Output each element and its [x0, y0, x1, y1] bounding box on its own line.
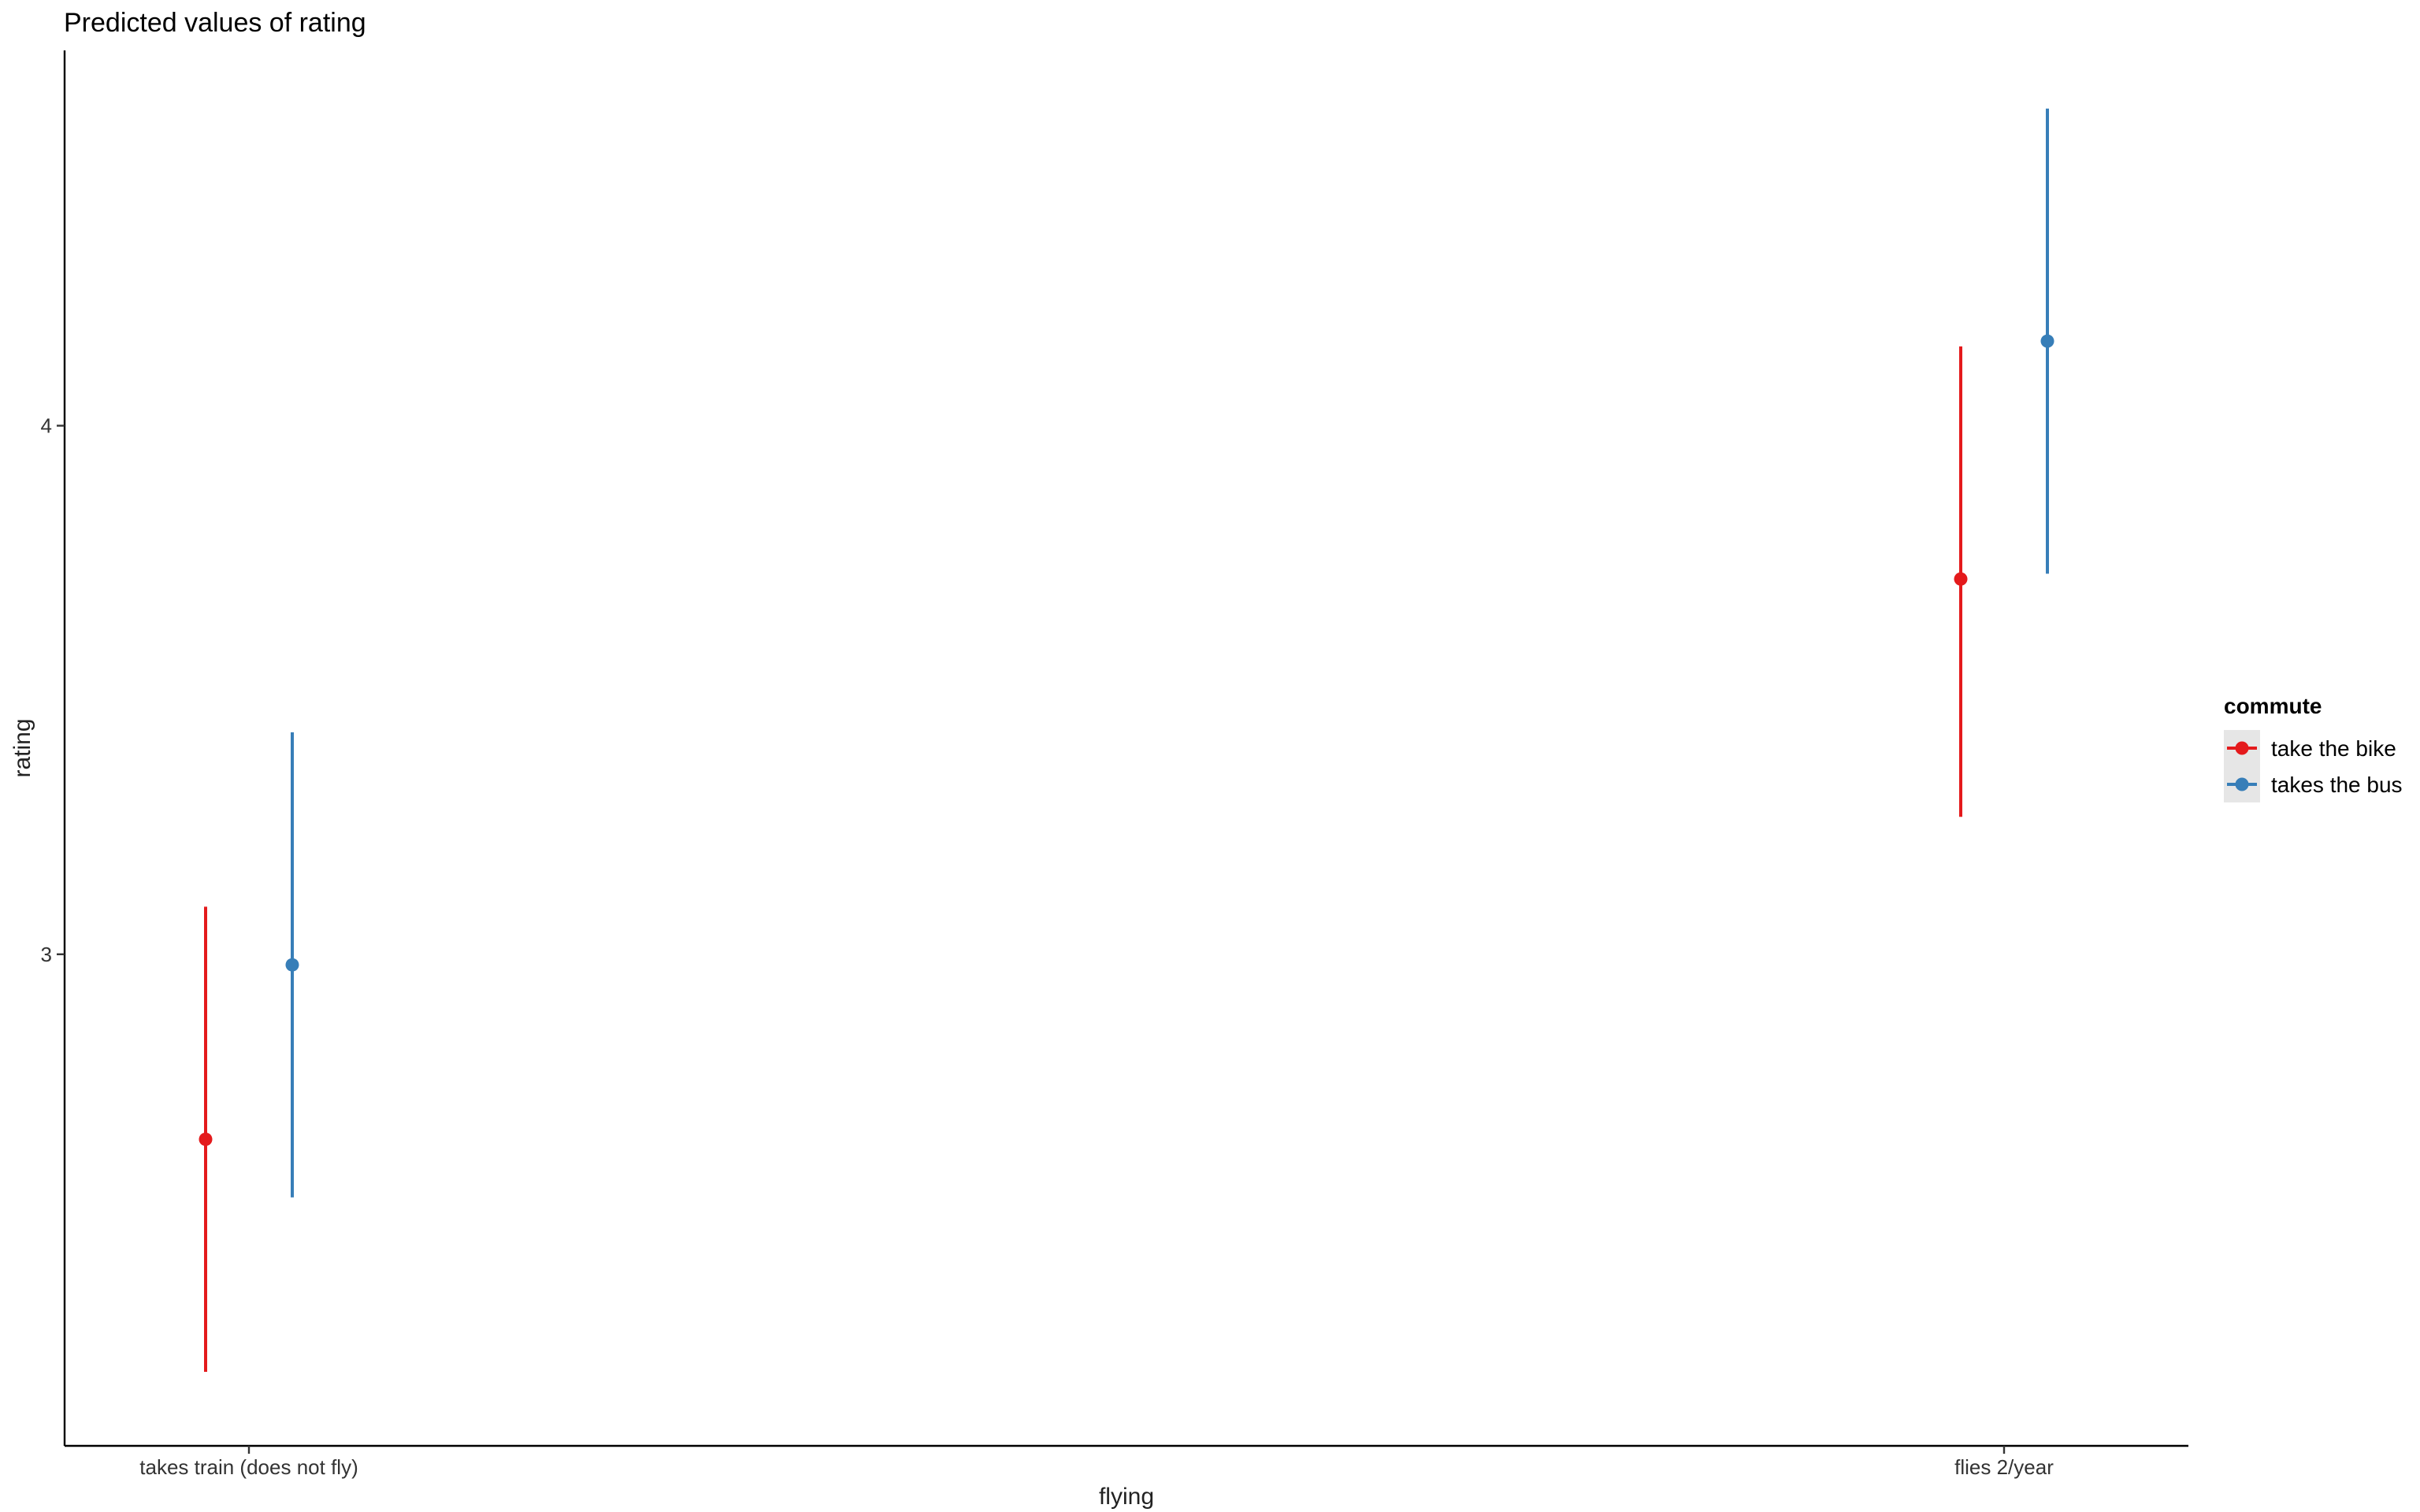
data-point [2040, 334, 2054, 348]
legend: commute take the bike takes the bus [2224, 694, 2403, 802]
x-axis-title: flying [1099, 1484, 1154, 1510]
x-tick-label: flies 2/year [1954, 1455, 2054, 1479]
y-axis-title: rating [9, 718, 35, 777]
y-axis: 34 [41, 414, 65, 966]
series-takes-the-bus [285, 108, 2054, 1198]
legend-item: take the bike [2224, 730, 2396, 766]
legend-item: takes the bus [2224, 766, 2403, 802]
y-tick-label: 3 [41, 943, 52, 966]
plot-area [199, 108, 2054, 1373]
x-tick-label: takes train (does not fly) [139, 1455, 358, 1479]
series-take-the-bike [199, 346, 1968, 1373]
y-tick-label: 4 [41, 414, 52, 438]
legend-title: commute [2224, 694, 2322, 718]
legend-key-point [2235, 741, 2249, 755]
x-axis: takes train (does not fly) flies 2/year [139, 1446, 2054, 1479]
legend-label: take the bike [2271, 736, 2396, 761]
legend-key-point [2235, 777, 2249, 791]
data-point [1954, 572, 1968, 586]
data-point [285, 958, 299, 972]
data-point [199, 1132, 213, 1147]
chart-title: Predicted values of rating [64, 8, 366, 38]
legend-label: takes the bus [2271, 773, 2403, 797]
